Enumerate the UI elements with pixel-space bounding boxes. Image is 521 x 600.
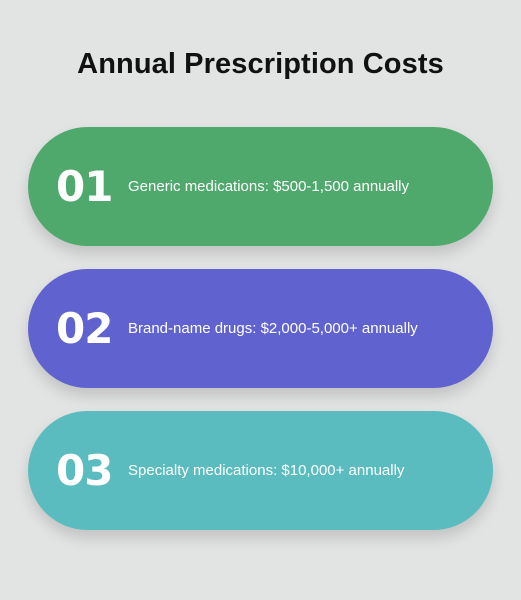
item-number: 01	[56, 162, 113, 211]
item-label: Generic medications: $500-1,500 annually	[128, 178, 410, 195]
item-number: 02	[56, 304, 113, 353]
cost-item-specialty: 03 Specialty medications: $10,000+ annua…	[28, 411, 493, 530]
cost-item-generic: 01 Generic medications: $500-1,500 annua…	[28, 127, 493, 246]
item-label: Specialty medications: $10,000+ annually	[128, 462, 405, 479]
item-label: Brand-name drugs: $2,000-5,000+ annually	[128, 320, 418, 337]
item-number: 03	[56, 446, 113, 495]
page-title: Annual Prescription Costs	[77, 48, 444, 80]
cost-item-brand-name: 02 Brand-name drugs: $2,000-5,000+ annua…	[28, 269, 493, 388]
